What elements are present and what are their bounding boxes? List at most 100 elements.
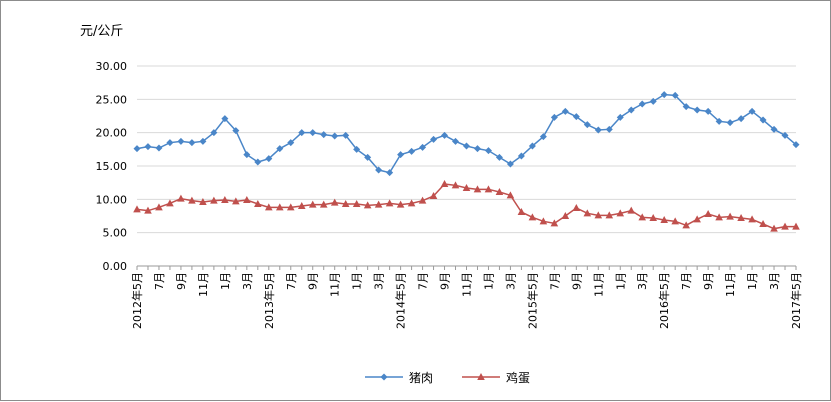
data-point xyxy=(495,153,503,161)
data-point xyxy=(759,116,767,124)
data-point xyxy=(452,137,460,145)
data-point xyxy=(430,135,438,143)
data-point xyxy=(232,197,240,205)
data-point xyxy=(210,129,218,137)
data-point xyxy=(495,188,504,195)
data-point xyxy=(528,213,537,221)
data-point xyxy=(374,200,383,208)
data-point xyxy=(463,142,470,150)
x-tick-label: 9月 xyxy=(439,272,452,290)
data-point xyxy=(144,206,152,214)
data-point xyxy=(594,126,602,134)
data-point xyxy=(759,220,767,227)
data-point xyxy=(484,147,492,155)
x-tick-label: 7月 xyxy=(680,272,693,290)
data-point xyxy=(144,143,152,151)
x-tick-label: 1月 xyxy=(614,272,627,290)
data-point xyxy=(561,212,570,219)
data-point xyxy=(704,107,712,115)
data-point xyxy=(254,200,262,207)
data-point xyxy=(682,221,690,229)
data-point xyxy=(177,137,185,145)
x-tick-label: 2016年5月 xyxy=(657,272,671,329)
data-point xyxy=(726,212,734,220)
data-point xyxy=(287,139,295,147)
data-point xyxy=(155,144,163,152)
data-point xyxy=(177,194,185,202)
y-tick-label: 15.00 xyxy=(96,160,128,173)
data-point xyxy=(583,209,592,217)
x-tick-label: 1月 xyxy=(746,272,759,290)
data-point xyxy=(737,214,745,221)
data-point xyxy=(660,91,668,99)
data-point xyxy=(166,199,174,207)
data-point xyxy=(517,208,526,215)
data-point xyxy=(649,214,658,221)
x-tick-label: 3月 xyxy=(504,272,517,290)
data-point xyxy=(221,115,229,123)
legend-pork-label: 猪肉 xyxy=(409,371,433,385)
data-point xyxy=(155,203,163,211)
x-tick-label: 7月 xyxy=(285,272,298,290)
series-layer xyxy=(133,91,800,232)
data-point xyxy=(353,145,361,153)
y-tick-labels: 0.00 5.00 10.00 15.00 20.00 25.00 30.00 xyxy=(96,60,128,273)
x-tick-labels: 2012年5月 7月 9月 11月 1月 3月 2013年5月 7月 9月 11月 1月 3月 2014… xyxy=(130,272,803,329)
x-tick-label: 2014年5月 xyxy=(394,272,408,329)
data-point xyxy=(704,210,712,217)
data-point xyxy=(440,180,449,187)
data-point xyxy=(133,205,141,213)
data-point xyxy=(309,129,317,137)
data-point xyxy=(539,133,547,141)
x-tick-label: 11月 xyxy=(461,272,474,297)
data-point xyxy=(407,199,416,207)
data-point xyxy=(583,121,591,129)
data-point xyxy=(276,145,284,153)
data-point xyxy=(649,97,657,105)
data-point xyxy=(188,139,196,147)
data-point xyxy=(693,106,701,114)
data-point xyxy=(364,153,372,161)
data-point xyxy=(363,201,372,209)
data-point xyxy=(616,113,624,121)
x-axis xyxy=(136,266,797,270)
x-tick-label: 3月 xyxy=(636,272,649,290)
data-point xyxy=(572,204,581,211)
data-point xyxy=(550,113,558,121)
data-point xyxy=(715,213,723,221)
data-point xyxy=(199,198,207,205)
data-point xyxy=(243,151,251,159)
data-point xyxy=(286,203,295,211)
y-tick-label: 10.00 xyxy=(96,193,128,206)
y-tick-label: 0.00 xyxy=(103,260,128,273)
data-point xyxy=(275,203,284,211)
data-point xyxy=(792,222,800,230)
x-tick-label: 3月 xyxy=(373,272,386,290)
data-point xyxy=(473,145,481,153)
x-tick-label: 9月 xyxy=(570,272,583,290)
legend-egg-marker xyxy=(477,373,485,380)
data-point xyxy=(352,200,361,207)
legend: 猪肉 鸡蛋 xyxy=(365,370,530,385)
data-point xyxy=(737,115,745,123)
data-point xyxy=(627,106,635,114)
x-tick-label: 7月 xyxy=(417,272,430,290)
data-point xyxy=(594,211,603,219)
data-point xyxy=(561,107,569,115)
x-tick-label: 1月 xyxy=(219,272,232,290)
data-point xyxy=(298,129,306,137)
data-point xyxy=(243,196,251,203)
data-point xyxy=(638,100,646,108)
data-point xyxy=(396,200,405,208)
x-tick-label: 7月 xyxy=(548,272,561,290)
data-point xyxy=(375,166,383,174)
data-point xyxy=(473,185,482,193)
data-point xyxy=(682,103,690,111)
data-point xyxy=(462,184,471,191)
data-point xyxy=(770,125,778,133)
data-point xyxy=(265,203,273,211)
data-point xyxy=(330,198,339,206)
x-tick-label: 1月 xyxy=(351,272,364,290)
x-tick-label: 11月 xyxy=(724,272,737,297)
